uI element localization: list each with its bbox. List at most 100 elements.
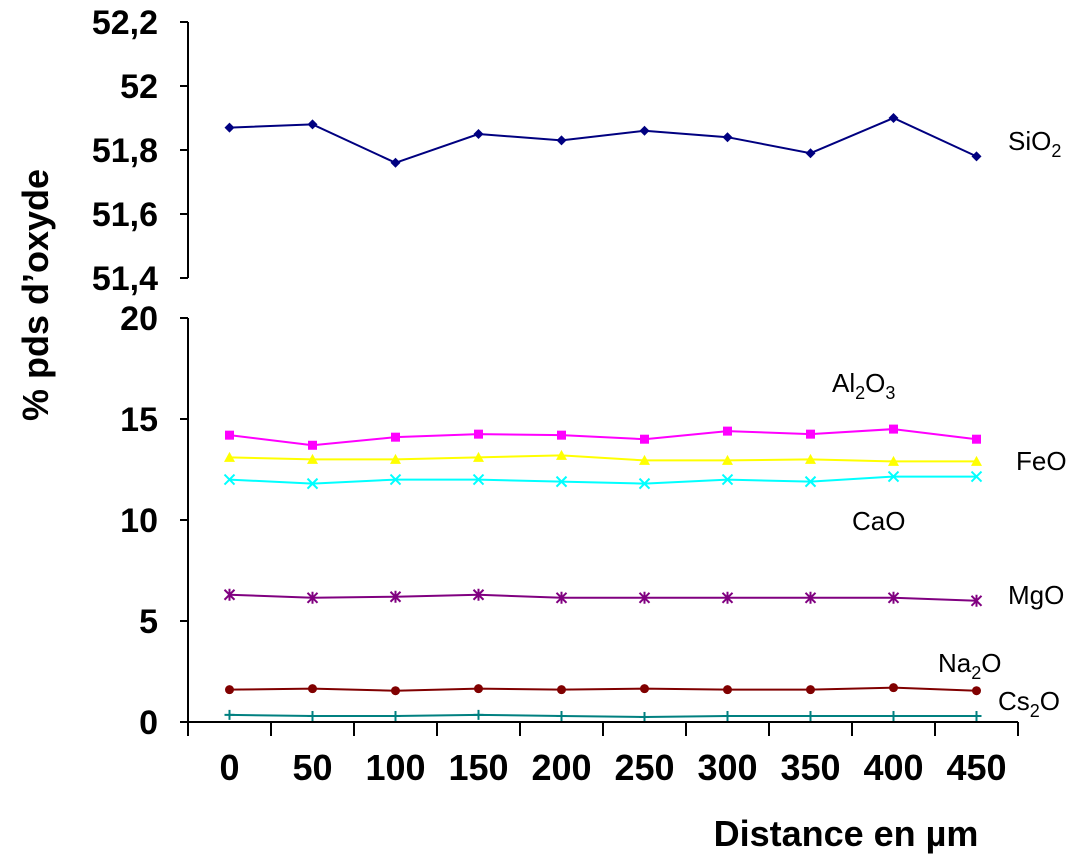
data-point xyxy=(390,710,401,721)
data-point xyxy=(556,449,567,460)
data-point xyxy=(638,477,651,490)
data-point xyxy=(640,434,649,444)
data-point xyxy=(225,430,234,440)
data-point xyxy=(971,455,982,466)
series-path xyxy=(229,686,977,692)
upper-y-tick-label: 51,8 xyxy=(92,132,158,170)
lower-y-tick-label: 15 xyxy=(120,401,158,439)
data-point xyxy=(887,591,900,604)
series-label-alo: Al2O3 xyxy=(832,368,895,403)
series-label-sio: SiO2 xyxy=(1008,126,1061,161)
data-point xyxy=(307,453,318,464)
data-point xyxy=(472,473,485,486)
data-point xyxy=(722,454,733,465)
lower-panel-plot xyxy=(223,424,983,722)
data-point xyxy=(473,129,484,139)
y-axis-title: % pds d’oxyde xyxy=(15,169,56,421)
series-label-nao: Na2O xyxy=(938,648,1002,683)
data-point xyxy=(389,590,402,603)
upper-panel-axes: 51,4 51,6 51,8 52 52,2 xyxy=(92,4,189,298)
x-tick-label: 450 xyxy=(946,747,1006,788)
data-point xyxy=(306,477,319,490)
data-point xyxy=(971,151,982,162)
series-alo-line xyxy=(225,424,981,450)
data-point xyxy=(723,685,732,695)
data-point xyxy=(390,453,401,464)
series-label-cso: Cs2O xyxy=(998,686,1060,721)
data-point xyxy=(804,475,817,488)
data-point xyxy=(639,454,650,465)
series-path xyxy=(229,428,977,447)
data-point xyxy=(721,473,734,486)
data-point xyxy=(722,710,733,721)
data-point xyxy=(806,685,815,695)
data-point xyxy=(557,685,566,695)
data-point xyxy=(806,429,815,439)
data-point xyxy=(473,709,484,720)
upper-y-tick-label: 51,4 xyxy=(92,260,158,298)
lower-y-tick-label: 10 xyxy=(120,502,158,540)
x-tick-label: 200 xyxy=(531,747,591,788)
series-cao-line xyxy=(223,470,983,490)
data-point xyxy=(307,119,318,130)
data-point xyxy=(391,432,400,442)
x-axis-title: Distance en µm xyxy=(714,813,979,854)
data-point xyxy=(971,710,982,721)
data-point xyxy=(804,591,817,604)
series-label-mgo: MgO xyxy=(1008,580,1064,610)
x-axis: 0 50 100 150 200 250 300 350 400 450 xyxy=(187,721,1019,788)
series-sio-line xyxy=(224,113,982,168)
data-point xyxy=(805,710,816,721)
data-point xyxy=(972,686,981,696)
data-point xyxy=(972,434,981,444)
data-point xyxy=(639,125,650,136)
series-label-cao: CaO xyxy=(852,506,905,536)
upper-y-tick-label: 51,6 xyxy=(92,196,158,234)
data-point xyxy=(555,591,568,604)
data-point xyxy=(389,473,402,486)
upper-y-tick-label: 52 xyxy=(120,68,158,106)
data-point xyxy=(723,426,732,436)
data-point xyxy=(639,711,650,722)
data-point xyxy=(391,686,400,696)
series-path xyxy=(229,713,977,718)
data-point xyxy=(225,685,234,695)
data-point xyxy=(474,684,483,694)
data-point xyxy=(888,710,899,721)
data-point xyxy=(556,710,567,721)
upper-panel-plot xyxy=(224,113,982,168)
upper-y-tick-label: 52,2 xyxy=(92,4,158,42)
data-point xyxy=(306,591,319,604)
series-mgo-line xyxy=(223,588,983,607)
data-point xyxy=(308,684,317,694)
data-point xyxy=(308,440,317,450)
series-feo-line xyxy=(224,449,982,466)
data-point xyxy=(472,588,485,601)
data-point xyxy=(473,451,484,462)
data-point xyxy=(223,473,236,486)
x-tick-label: 250 xyxy=(614,747,674,788)
x-tick-label: 0 xyxy=(219,747,239,788)
data-point xyxy=(805,148,816,159)
data-point xyxy=(224,451,235,462)
series-nao-line xyxy=(225,683,981,696)
data-point xyxy=(224,709,235,720)
data-point xyxy=(556,135,567,146)
series-cso-line xyxy=(224,709,982,722)
lower-y-tick-label: 0 xyxy=(139,704,158,742)
x-tick-label: 150 xyxy=(448,747,508,788)
lower-y-tick-label: 5 xyxy=(139,603,158,641)
data-point xyxy=(640,684,649,694)
data-point xyxy=(721,591,734,604)
data-point xyxy=(970,470,983,483)
x-tick-label: 100 xyxy=(365,747,425,788)
data-point xyxy=(887,470,900,483)
series-path xyxy=(229,116,977,164)
data-point xyxy=(223,588,236,601)
data-point xyxy=(805,453,816,464)
series-path xyxy=(229,475,977,485)
data-point xyxy=(555,475,568,488)
data-point xyxy=(307,710,318,721)
